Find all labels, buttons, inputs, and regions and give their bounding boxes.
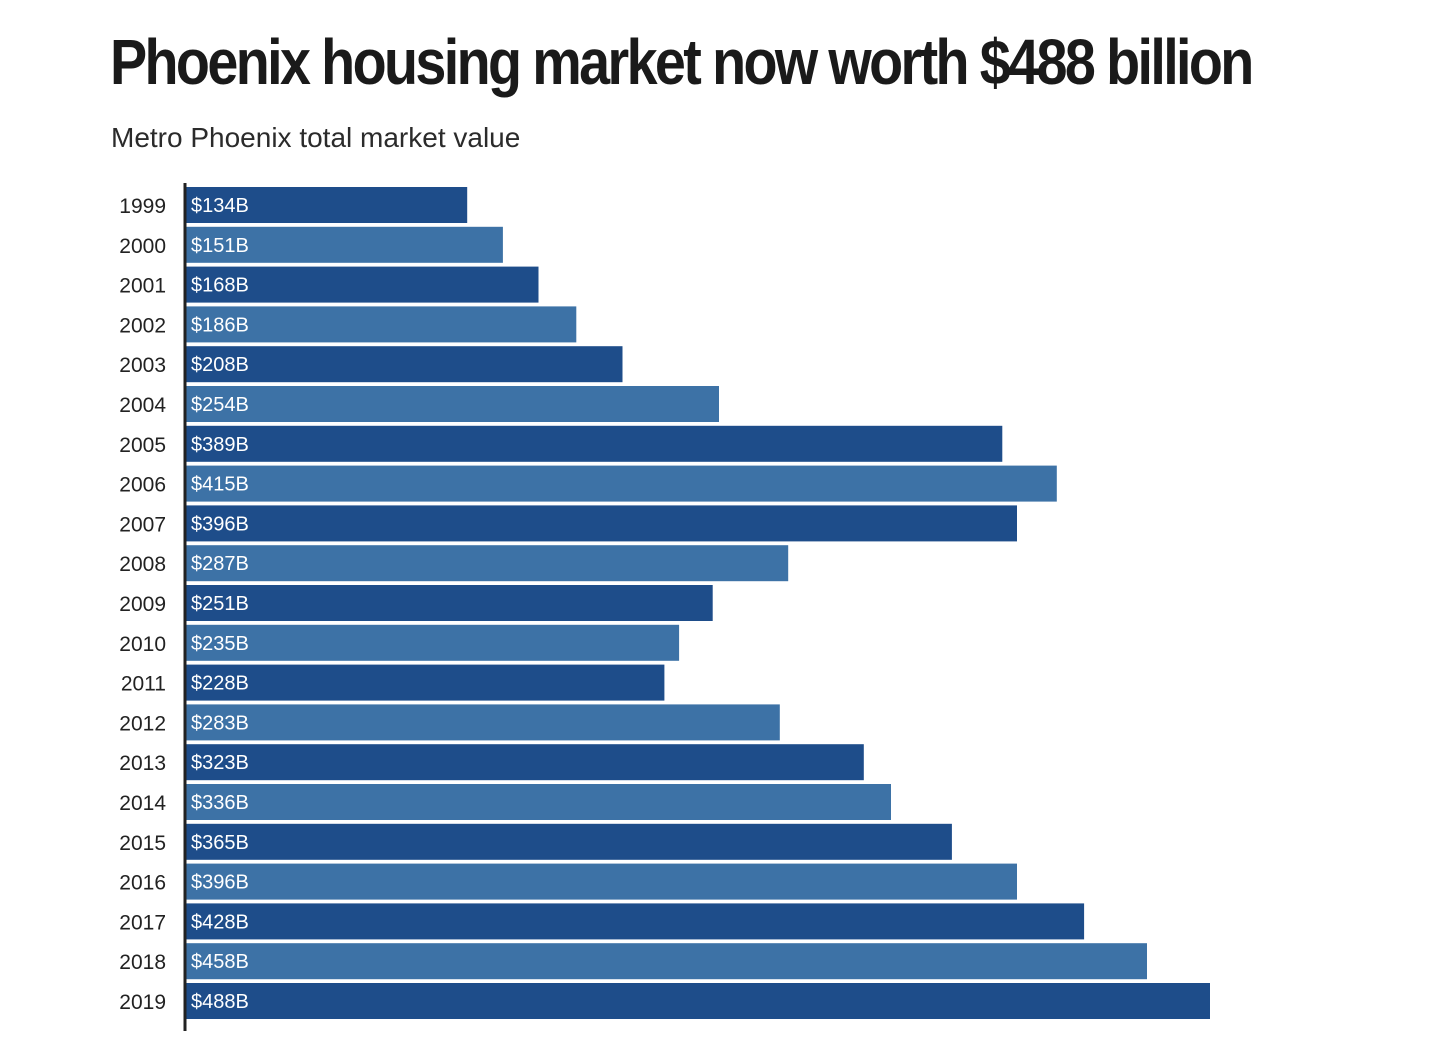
year-label-2010: 2010: [119, 633, 166, 656]
value-label-2001: $168B: [191, 275, 249, 297]
year-label-2012: 2012: [119, 712, 166, 735]
value-label-2013: $323B: [191, 752, 249, 774]
value-label-2002: $186B: [191, 314, 249, 336]
year-label-1999: 1999: [119, 195, 166, 218]
value-label-2003: $208B: [191, 354, 249, 376]
value-label-2006: $415B: [191, 474, 249, 496]
value-label-2012: $283B: [191, 712, 249, 734]
bar-2006: [186, 465, 1057, 502]
year-label-2004: 2004: [119, 394, 166, 417]
year-label-2007: 2007: [119, 513, 166, 536]
value-label-2011: $228B: [191, 673, 249, 695]
value-label-2004: $254B: [191, 394, 249, 416]
value-label-2019: $488B: [191, 991, 249, 1013]
year-label-2006: 2006: [119, 474, 166, 497]
bar-2018: [186, 943, 1147, 980]
year-label-2013: 2013: [119, 752, 166, 775]
bar-2009: [186, 585, 713, 621]
chart-title: Phoenix housing market now worth $488 bi…: [110, 26, 1254, 98]
value-label-2015: $365B: [191, 832, 249, 854]
year-label-2009: 2009: [119, 593, 166, 616]
year-label-2011: 2011: [121, 673, 166, 696]
value-label-2000: $151B: [191, 235, 249, 257]
value-label-2007: $396B: [191, 513, 249, 535]
year-label-2008: 2008: [119, 553, 166, 576]
bar-2000: [186, 226, 503, 263]
bar-2012: [186, 704, 780, 741]
year-label-2019: 2019: [119, 991, 166, 1014]
bar-2015: [186, 823, 952, 860]
bar-2019: [186, 983, 1210, 1019]
bar-2002: [186, 306, 577, 343]
bar-2004: [186, 386, 719, 422]
value-label-2005: $389B: [191, 434, 249, 456]
bar-2003: [186, 346, 623, 383]
bar-1999: [186, 187, 468, 223]
bar-2013: [186, 744, 864, 781]
bar-2014: [186, 784, 891, 820]
bar-2011: [186, 664, 665, 701]
value-label-2009: $251B: [191, 593, 249, 615]
value-label-2016: $396B: [191, 872, 249, 894]
year-label-2002: 2002: [119, 314, 166, 337]
bar-2008: [186, 545, 789, 582]
year-label-2001: 2001: [119, 275, 166, 298]
value-label-2014: $336B: [191, 792, 249, 814]
value-label-2010: $235B: [191, 633, 249, 655]
value-label-2008: $287B: [191, 553, 249, 575]
year-label-2003: 2003: [119, 354, 166, 377]
year-label-2017: 2017: [119, 911, 166, 934]
year-label-2014: 2014: [119, 792, 166, 815]
year-label-2015: 2015: [119, 832, 166, 855]
bar-2017: [186, 903, 1085, 940]
chart-subtitle: Metro Phoenix total market value: [111, 122, 521, 153]
value-label-1999: $134B: [191, 195, 249, 217]
value-label-2018: $458B: [191, 951, 249, 973]
bars-group: $134B 1999 $151B 2000 $168B 2001 $186B 2002 $208…: [119, 187, 1210, 1019]
bar-2010: [186, 624, 680, 661]
year-label-2018: 2018: [119, 951, 166, 974]
year-label-2016: 2016: [119, 872, 166, 895]
year-label-2005: 2005: [119, 434, 166, 457]
bar-2016: [186, 863, 1017, 900]
year-label-2000: 2000: [119, 235, 166, 258]
bar-2001: [186, 266, 539, 303]
value-label-2017: $428B: [191, 911, 249, 933]
bar-2005: [186, 425, 1003, 462]
bar-2007: [186, 505, 1017, 542]
